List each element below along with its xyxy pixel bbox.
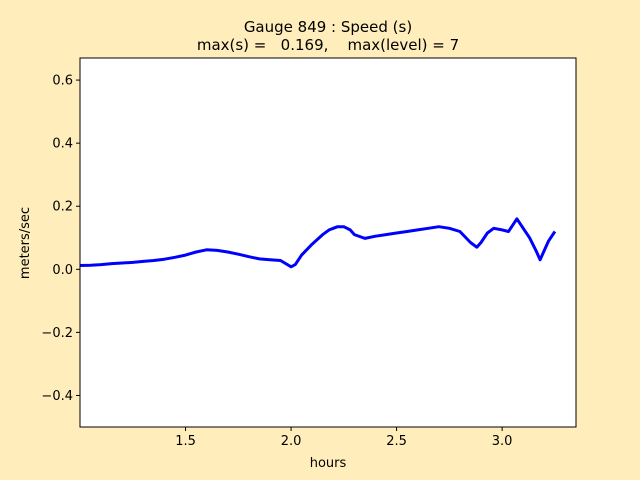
x-tick-label: 3.0 <box>492 434 513 449</box>
y-axis-label: meters/sec <box>18 207 33 279</box>
y-tick-label: −0.2 <box>41 326 73 341</box>
x-tick-label: 2.0 <box>281 434 302 449</box>
y-tick-label: 0.0 <box>52 263 73 278</box>
x-tick-label: 1.5 <box>175 434 196 449</box>
plot-area <box>80 58 576 427</box>
x-axis-label: hours <box>310 456 347 471</box>
chart-subtitle: max(s) = 0.169, max(level) = 7 <box>197 36 459 54</box>
x-tick-label: 2.5 <box>386 434 407 449</box>
series-line <box>79 217 557 269</box>
y-tick-label: 0.2 <box>52 200 73 215</box>
y-tick-label: 0.4 <box>52 137 73 152</box>
chart-title: Gauge 849 : Speed (s) <box>244 18 412 36</box>
plot-frame <box>79 57 577 428</box>
y-tick-label: 0.6 <box>52 74 73 89</box>
y-tick-label: −0.4 <box>41 389 73 404</box>
